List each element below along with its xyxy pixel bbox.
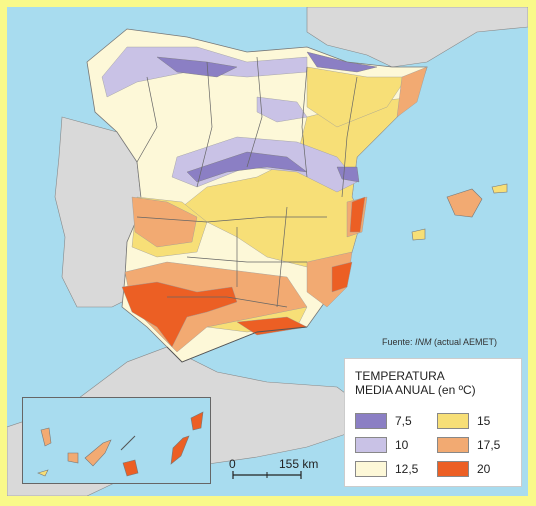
legend-item-12-5: 12,5 <box>355 461 418 477</box>
zone-175-extremadura <box>131 196 198 248</box>
mallorca-island <box>446 188 483 218</box>
zone-20-valencia-coast <box>349 196 366 233</box>
legend-swatch <box>437 437 469 453</box>
la-palma-island <box>40 427 52 447</box>
tenerife-island <box>84 439 112 467</box>
menorca-island <box>491 183 508 194</box>
la-gomera-island <box>67 452 79 464</box>
legend-swatch <box>355 461 387 477</box>
scale-start-label: 0 <box>229 457 236 471</box>
el-hierro-island <box>37 469 49 477</box>
lanzarote-island <box>190 411 204 431</box>
zone-10-iberian <box>256 96 308 123</box>
canary-islands-inset <box>22 397 211 484</box>
separator-line <box>120 435 136 451</box>
map-area: Fuente: INM (actual AEMET) TEMPERATURA M… <box>7 7 528 496</box>
zone-75-iberian <box>336 166 360 183</box>
legend-swatch <box>437 413 469 429</box>
zone-175-catalonia <box>396 66 428 118</box>
temperature-legend: TEMPERATURA MEDIA ANUAL (en ºC) 7,5 10 1… <box>344 358 522 487</box>
legend-item-7-5: 7,5 <box>355 413 412 429</box>
canary-islands-map <box>37 411 204 477</box>
legend-item-17-5: 17,5 <box>437 437 500 453</box>
scale-bar: 0 155 km <box>229 453 329 483</box>
province-borders <box>136 56 358 308</box>
legend-item-15: 15 <box>437 413 490 429</box>
zone-15-ebro <box>306 66 408 128</box>
legend-swatch <box>437 461 469 477</box>
scale-bar-graphic <box>232 471 302 479</box>
zone-75-cantabrian <box>156 56 238 78</box>
legend-title: TEMPERATURA MEDIA ANUAL (en ºC) <box>355 369 476 397</box>
source-credit: Fuente: INM (actual AEMET) <box>382 337 498 347</box>
ibiza-island <box>411 228 426 241</box>
zone-75-pyrenees <box>306 51 378 73</box>
fuerteventura-island <box>170 435 190 465</box>
scale-end-label: 155 km <box>279 457 319 471</box>
legend-item-10: 10 <box>355 437 408 453</box>
mediterranean-coast <box>166 326 308 363</box>
france-landmass <box>306 7 528 68</box>
zone-20-murcia <box>331 261 353 293</box>
legend-item-20: 20 <box>437 461 490 477</box>
legend-swatch <box>355 413 387 429</box>
legend-swatch <box>355 437 387 453</box>
zone-20-guadalquivir <box>121 281 238 348</box>
gran-canaria-island <box>122 459 139 477</box>
